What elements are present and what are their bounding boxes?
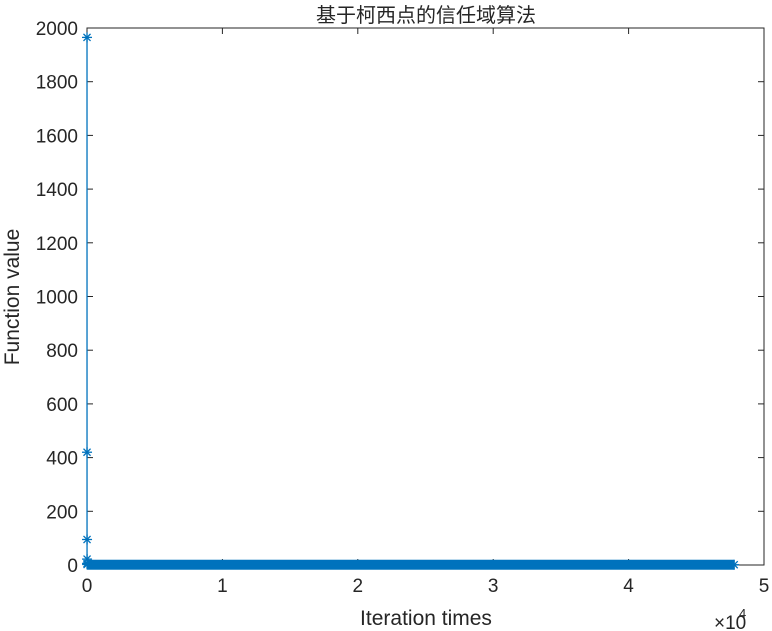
ticks-group: 0 1 2 3 4 5 0 200 400 600 800 1000 1200 1400 1600 1800 2… xyxy=(36,19,770,597)
series-layer xyxy=(82,32,740,570)
x-tick-label: 3 xyxy=(488,576,499,597)
marker-stroke xyxy=(730,560,739,569)
y-tick-label: 800 xyxy=(46,341,78,362)
marker-stroke xyxy=(83,33,92,42)
chart-title: 基于柯西点的信任域算法 xyxy=(316,3,536,27)
y-tick-label: 1400 xyxy=(36,180,78,201)
x-tick-label: 2 xyxy=(353,576,364,597)
x-tick-label: 5 xyxy=(759,576,770,597)
y-tick-label: 1000 xyxy=(36,288,78,309)
data-point xyxy=(82,447,93,458)
y-axis-label: Function value xyxy=(1,229,24,366)
x-exponent-power: 4 xyxy=(739,606,746,621)
y-tick-label: 0 xyxy=(67,556,78,577)
y-tick-label: 2000 xyxy=(36,19,78,40)
marker-stroke xyxy=(83,448,92,457)
data-point xyxy=(82,534,93,545)
y-tick-label: 1600 xyxy=(36,126,78,147)
plot-area xyxy=(86,27,765,566)
y-tick-label: 200 xyxy=(46,502,78,523)
x-tick-label: 1 xyxy=(217,576,228,597)
x-axis-label: Iteration times xyxy=(360,607,492,630)
x-tick-label: 4 xyxy=(623,576,634,597)
data-point xyxy=(82,32,93,43)
x-exponent-label: ×10 4 xyxy=(714,606,746,631)
y-tick-label: 600 xyxy=(46,395,78,416)
data-point-last xyxy=(729,559,740,570)
x-tick-label: 0 xyxy=(82,576,93,597)
x-exponent-base: ×10 xyxy=(714,613,746,631)
y-tick-label: 1200 xyxy=(36,234,78,255)
marker-stroke xyxy=(83,535,92,544)
y-tick-label: 1800 xyxy=(36,73,78,94)
y-tick-label: 400 xyxy=(46,449,78,470)
